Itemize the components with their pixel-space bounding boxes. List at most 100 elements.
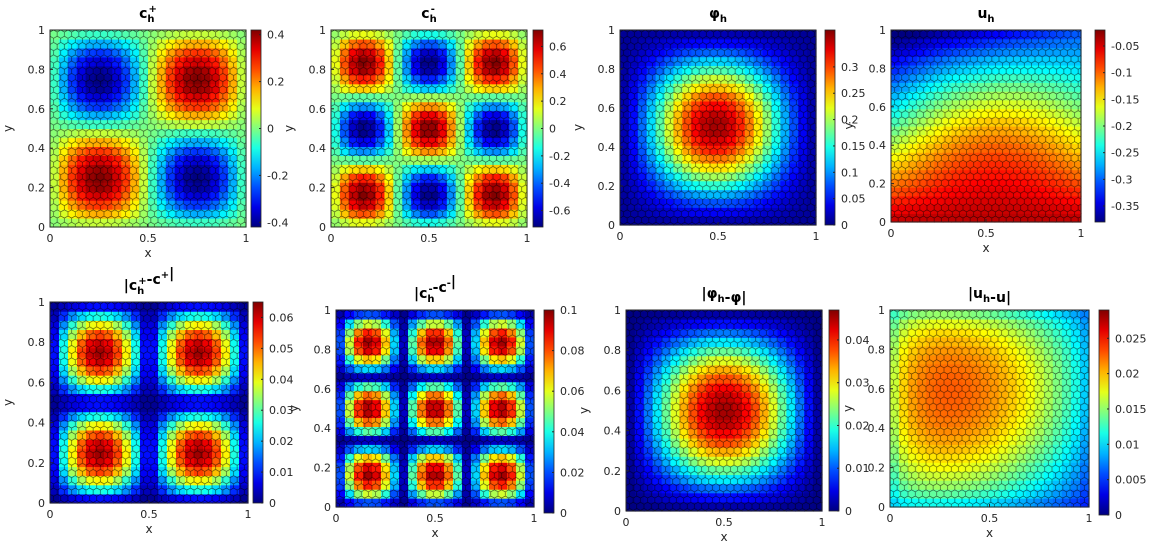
mesh-overlay [891, 30, 1081, 222]
mesh-overlay [620, 30, 816, 225]
colorbar-tick-label: 0.04 [560, 426, 585, 439]
chart-panel-3: 0 0.2 0.4 0.6 0.8 1 0 0.5 1 y φh 0 0.05 0.1 0.15 0.2 0.2… [571, 6, 866, 243]
title-base: |φ [701, 286, 717, 302]
colorbar-tick-label: 0.005 [1115, 474, 1147, 487]
title-end: | [451, 274, 456, 290]
y-tick-label: 0.4 [598, 141, 616, 154]
colorbar-tick-label: 0.08 [560, 345, 585, 358]
colorbar-tick-label: -0.25 [1111, 147, 1139, 160]
x-tick-label: 1 [1078, 227, 1085, 240]
mesh-overlay [331, 30, 527, 227]
y-tick-label: 0.2 [598, 180, 616, 193]
title-base: |u [968, 286, 983, 302]
y-tick-label: 0.2 [869, 178, 887, 191]
colorbar: 0 0.01 0.02 0.03 0.04 [828, 309, 870, 518]
y-axis-label: y [287, 405, 301, 412]
y-tick-label: 0.8 [309, 63, 327, 76]
y-tick-label: 0 [879, 216, 886, 229]
y-tick-label: 0.4 [28, 417, 46, 430]
colorbar-tick-label: 0.03 [269, 404, 294, 417]
x-tick-label: 1 [524, 232, 531, 245]
title-tail: -φ [725, 290, 742, 306]
title-sup: + [149, 4, 157, 15]
y-tick-label: 0.6 [28, 376, 46, 389]
x-tick-label: 0.5 [977, 227, 995, 240]
colorbar-tick-label: 0.15 [841, 140, 866, 153]
title-end: | [169, 266, 174, 282]
colorbar-tick-label: 0.4 [267, 29, 285, 42]
y-tick-label: 0.2 [28, 182, 46, 195]
y-tick-label: 0.8 [28, 63, 46, 76]
colorbar-tick-label: -0.05 [1111, 40, 1139, 53]
y-axis-label: y [577, 407, 591, 414]
title-sub: h [987, 14, 994, 25]
colorbar-tick-label: -0.4 [267, 216, 288, 229]
colorbar: 0 0.05 0.1 0.15 0.2 0.25 0.3 [824, 29, 866, 232]
title-end: | [1006, 290, 1011, 306]
y-tick-label: 0.2 [604, 465, 622, 478]
colorbar-tick-label: 0 [845, 505, 852, 518]
y-tick-label: 1 [879, 24, 886, 37]
panel-title: |ch--c-| [414, 274, 456, 305]
y-tick-label: 0.4 [869, 139, 887, 152]
x-tick-label: 0.5 [981, 512, 999, 525]
colorbar-tick-label: 0 [560, 507, 567, 520]
chart-panel-8: 0 0.2 0.4 0.6 0.8 1 0 0.5 1 y x |uh-u| 0 0.005 0.01 0.0… [841, 286, 1147, 540]
colorbar-tick-label: -0.2 [549, 150, 570, 163]
colorbar-tick-label: 0.01 [269, 466, 294, 479]
colorbar: -0.4 -0.2 0 0.2 0.4 [250, 29, 288, 229]
y-tick-label: 0 [324, 501, 331, 514]
x-tick-label: 0.5 [709, 230, 727, 243]
chart-panel-1: 0 0.2 0.4 0.6 0.8 1 0 0.5 1 y x ch+ -0.4 -0.2 0 0.2 0.4 [1, 4, 288, 260]
y-tick-label: 0.2 [868, 462, 886, 475]
panel-title: uh [977, 6, 994, 25]
colorbar-tick-label: 0.025 [1115, 332, 1147, 345]
colorbar-tick-label: 0.03 [845, 377, 870, 390]
y-tick-label: 0 [878, 501, 885, 514]
y-tick-label: 0.2 [314, 462, 332, 475]
x-tick-label: 0 [888, 227, 895, 240]
colorbar-tick-label: 0.2 [267, 76, 285, 89]
y-tick-label: 1 [614, 304, 621, 317]
y-tick-label: 0.8 [604, 344, 622, 357]
y-tick-label: 0.6 [314, 383, 332, 396]
colorbar-tick-label: 0.015 [1115, 403, 1147, 416]
x-axis-label: x [431, 526, 438, 540]
y-tick-label: 1 [38, 24, 45, 37]
colorbar-gradient [828, 309, 840, 512]
title-sub: h [147, 14, 154, 25]
y-tick-label: 0.4 [28, 142, 46, 155]
title-sub: h [983, 294, 990, 305]
title-base: |c [124, 278, 137, 294]
y-tick-label: 0.8 [28, 336, 46, 349]
colorbar-gradient [1098, 309, 1110, 516]
colorbar-tick-label: 0.05 [841, 193, 866, 206]
y-tick-label: 0.8 [314, 343, 332, 356]
title-sup: - [429, 284, 433, 295]
x-axis-label: x [720, 530, 727, 544]
mesh-overlay [50, 302, 248, 503]
x-axis-label: x [145, 522, 152, 536]
y-tick-label: 0 [38, 221, 45, 234]
title-end: | [741, 290, 746, 306]
x-tick-label: 1 [813, 230, 820, 243]
colorbar-tick-label: 0.01 [1115, 438, 1140, 451]
x-tick-label: 0.5 [140, 508, 158, 521]
colorbar: 0 0.02 0.04 0.06 0.08 0.1 [543, 304, 585, 520]
colorbar-tick-label: 0.2 [841, 114, 859, 127]
colorbar-tick-label: 0 [1115, 509, 1122, 522]
title-tail-sup: - [447, 278, 451, 289]
x-tick-label: 0.5 [420, 232, 438, 245]
x-tick-label: 0 [623, 516, 630, 529]
y-axis-label: y [282, 125, 296, 132]
x-tick-label: 0.5 [426, 512, 444, 525]
colorbar-tick-label: -0.3 [1111, 173, 1132, 186]
title-base: c [421, 6, 429, 22]
colorbar-tick-label: 0 [549, 123, 556, 136]
colorbar-tick-label: -0.15 [1111, 93, 1139, 106]
title-sub: h [427, 294, 434, 305]
colorbar-gradient [824, 29, 836, 226]
panel-title: |uh-u| [968, 286, 1011, 306]
colorbar-tick-label: 0.01 [845, 462, 870, 475]
